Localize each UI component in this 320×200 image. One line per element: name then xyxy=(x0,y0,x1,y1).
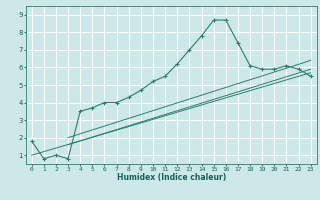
X-axis label: Humidex (Indice chaleur): Humidex (Indice chaleur) xyxy=(116,173,226,182)
